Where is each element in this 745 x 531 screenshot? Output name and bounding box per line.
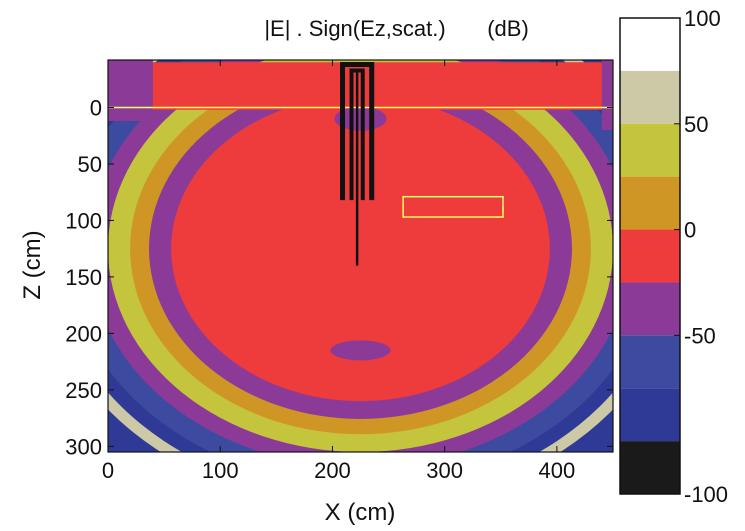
y-axis-title: Z (cm) xyxy=(19,230,46,299)
field-band-core-red xyxy=(171,96,550,402)
colorbar-tick-label: 100 xyxy=(684,6,721,31)
x-tick-label: 400 xyxy=(539,458,576,483)
y-tick-label: 300 xyxy=(65,434,102,459)
overlays xyxy=(108,62,613,266)
colorbar-level xyxy=(620,282,680,336)
colorbar-tick-label: 50 xyxy=(684,112,708,137)
colorbar-level xyxy=(620,335,680,389)
heatmap-area xyxy=(108,60,613,452)
colorbar-frame xyxy=(619,17,681,495)
colorbar-level xyxy=(620,18,680,71)
colorbar-level xyxy=(620,388,680,442)
colorbar-level xyxy=(620,176,680,230)
x-tick-label: 200 xyxy=(314,458,351,483)
colorbar-level xyxy=(620,123,680,177)
x-tick-label: 300 xyxy=(426,458,463,483)
antenna-outer xyxy=(340,62,375,201)
x-axis-title: X (cm) xyxy=(325,499,396,526)
x-axis: 0 100 200 300 400 xyxy=(102,60,575,483)
y-tick-label: 250 xyxy=(65,378,102,403)
antenna-inner xyxy=(349,68,365,201)
x-tick-label: 0 xyxy=(102,458,114,483)
y-tick-label: 0 xyxy=(90,95,102,120)
colorbar: 100 50 0 -50 -100 xyxy=(619,6,728,507)
colorbar-level xyxy=(620,441,680,494)
colorbar-level xyxy=(620,70,680,124)
target-box xyxy=(402,195,504,218)
colorbar-tick-label: 0 xyxy=(684,218,696,243)
y-tick-label: 150 xyxy=(65,265,102,290)
y-tick-label: 200 xyxy=(65,321,102,346)
y-axis: 0 50 100 150 200 250 300 xyxy=(65,95,613,459)
core-patch-bottom xyxy=(330,340,391,361)
plot-frame xyxy=(107,59,614,453)
x-tick-label: 100 xyxy=(202,458,239,483)
colorbar-tick-label: -50 xyxy=(684,323,716,348)
colorbar-tick-label: -100 xyxy=(684,482,728,507)
y-tick-label: 50 xyxy=(78,152,102,177)
colorbar-level xyxy=(620,229,680,283)
plot-title-unit: (dB) xyxy=(487,16,529,41)
surface-zone-right xyxy=(601,60,613,131)
plot-title: |E| . Sign(Ez,scat.) xyxy=(264,16,445,41)
surface-zone-left xyxy=(108,60,153,122)
y-tick-label: 100 xyxy=(65,208,102,233)
